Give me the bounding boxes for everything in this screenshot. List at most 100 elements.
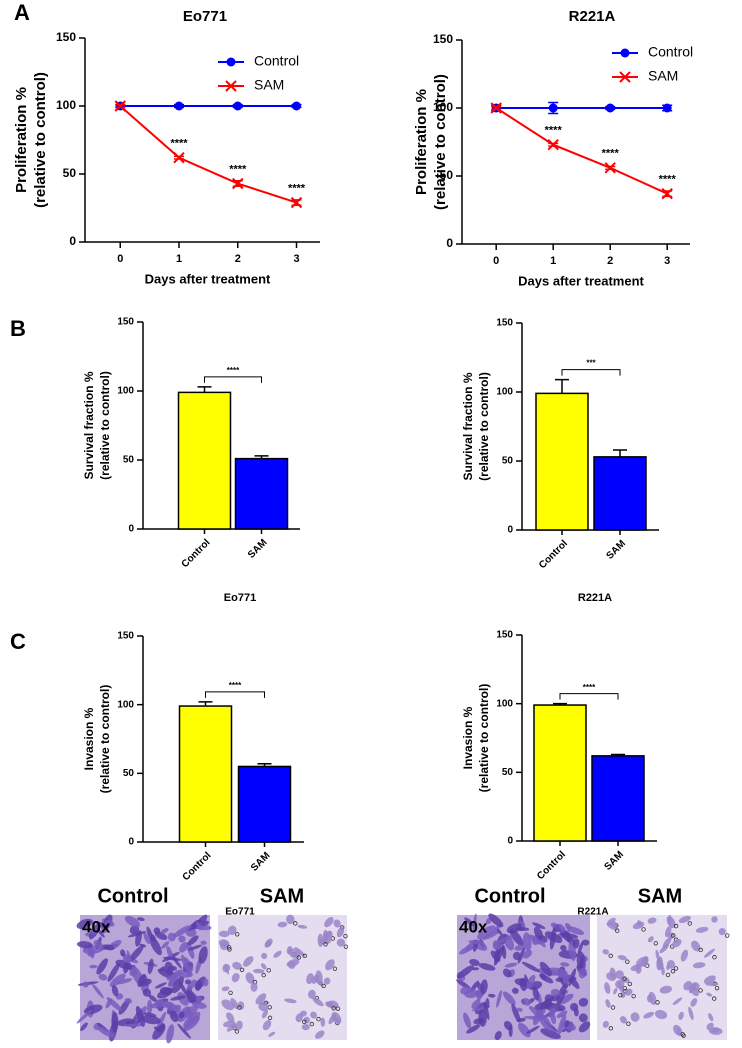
cell <box>460 986 471 995</box>
micrograph-label: Control <box>97 885 168 907</box>
y-tick-label: 100 <box>117 699 134 710</box>
cell <box>647 936 654 943</box>
cell <box>284 998 297 1004</box>
cell <box>221 986 230 992</box>
cell <box>320 1017 326 1027</box>
cell <box>539 973 554 984</box>
y-tick-label: 0 <box>507 836 513 847</box>
cell <box>101 944 115 951</box>
cell <box>178 935 186 943</box>
error-bar <box>257 762 272 767</box>
cell <box>89 964 98 969</box>
cell <box>167 932 176 942</box>
point <box>232 177 244 190</box>
cell <box>522 932 532 952</box>
cell <box>173 925 192 938</box>
bar <box>178 705 233 843</box>
y-tick-label: 50 <box>123 768 135 779</box>
y-tick-label: 150 <box>496 630 513 641</box>
cell <box>149 936 162 956</box>
cell <box>556 1010 568 1019</box>
cell <box>96 922 110 929</box>
error-bar <box>611 753 625 756</box>
cell <box>680 949 689 962</box>
pore <box>610 1005 616 1010</box>
legend-marker <box>619 71 631 83</box>
cell <box>502 968 512 978</box>
cell <box>550 988 561 997</box>
cell <box>705 982 719 986</box>
cell <box>166 946 173 959</box>
y-tick-label: 0 <box>128 524 134 535</box>
pore <box>670 969 676 974</box>
cell <box>143 932 151 945</box>
cell <box>126 950 132 962</box>
pore <box>698 947 703 953</box>
cell <box>162 956 183 961</box>
pore <box>343 933 348 939</box>
magnification: 40x <box>82 917 111 936</box>
cell <box>324 917 334 928</box>
cell <box>323 930 333 941</box>
micrograph <box>76 914 212 1044</box>
cell <box>556 984 567 1006</box>
pore <box>673 923 679 929</box>
y-axis-label: Survival fraction % <box>82 371 96 479</box>
cell <box>186 1009 193 1019</box>
cell <box>578 997 589 1007</box>
pore <box>618 992 623 998</box>
bar <box>533 704 587 842</box>
y-tick-label: 0 <box>507 525 513 536</box>
cell <box>93 940 104 950</box>
cell <box>473 1018 485 1025</box>
cell <box>532 922 546 929</box>
significance: **** <box>659 174 677 186</box>
cell <box>336 938 345 947</box>
significance: **** <box>229 163 247 175</box>
pore <box>641 927 646 932</box>
y-tick-label: 150 <box>496 318 513 329</box>
y-tick-label: 100 <box>56 98 76 112</box>
chart-title: R221A <box>569 8 616 25</box>
micrograph-label: SAM <box>638 885 682 907</box>
point <box>233 101 243 111</box>
cell <box>522 997 531 1006</box>
x-tick-label: 1 <box>176 253 182 265</box>
x-tick-label: SAM <box>249 850 273 874</box>
pore <box>261 972 266 978</box>
cell <box>297 924 308 929</box>
cell <box>170 995 186 1001</box>
cell <box>538 1013 552 1031</box>
pore <box>712 996 717 1001</box>
cell <box>287 961 296 969</box>
cell <box>519 977 527 992</box>
pore <box>296 955 302 960</box>
cell <box>472 913 477 934</box>
cell <box>148 994 158 1003</box>
pore <box>608 953 613 959</box>
cell <box>169 1010 179 1023</box>
cell <box>191 1001 207 1009</box>
cell <box>511 1003 521 1023</box>
pore <box>671 933 676 938</box>
cell <box>560 962 570 967</box>
chart-title: R221A <box>578 592 612 604</box>
cell <box>277 921 288 928</box>
cell <box>168 972 179 987</box>
cell <box>294 947 305 957</box>
cell <box>312 997 324 1007</box>
cell <box>485 997 490 1010</box>
cell <box>109 973 126 987</box>
y-axis-label: Invasion % <box>461 706 475 769</box>
cell <box>146 926 153 942</box>
cell <box>186 990 199 1005</box>
cell <box>494 1031 502 1041</box>
pore <box>302 953 307 959</box>
cell <box>307 989 316 999</box>
cell <box>602 949 609 955</box>
cell <box>544 994 554 1003</box>
cell <box>512 987 519 994</box>
y-tick-label: 150 <box>117 631 134 642</box>
cell <box>76 1010 92 1024</box>
significance-bracket <box>205 691 265 698</box>
